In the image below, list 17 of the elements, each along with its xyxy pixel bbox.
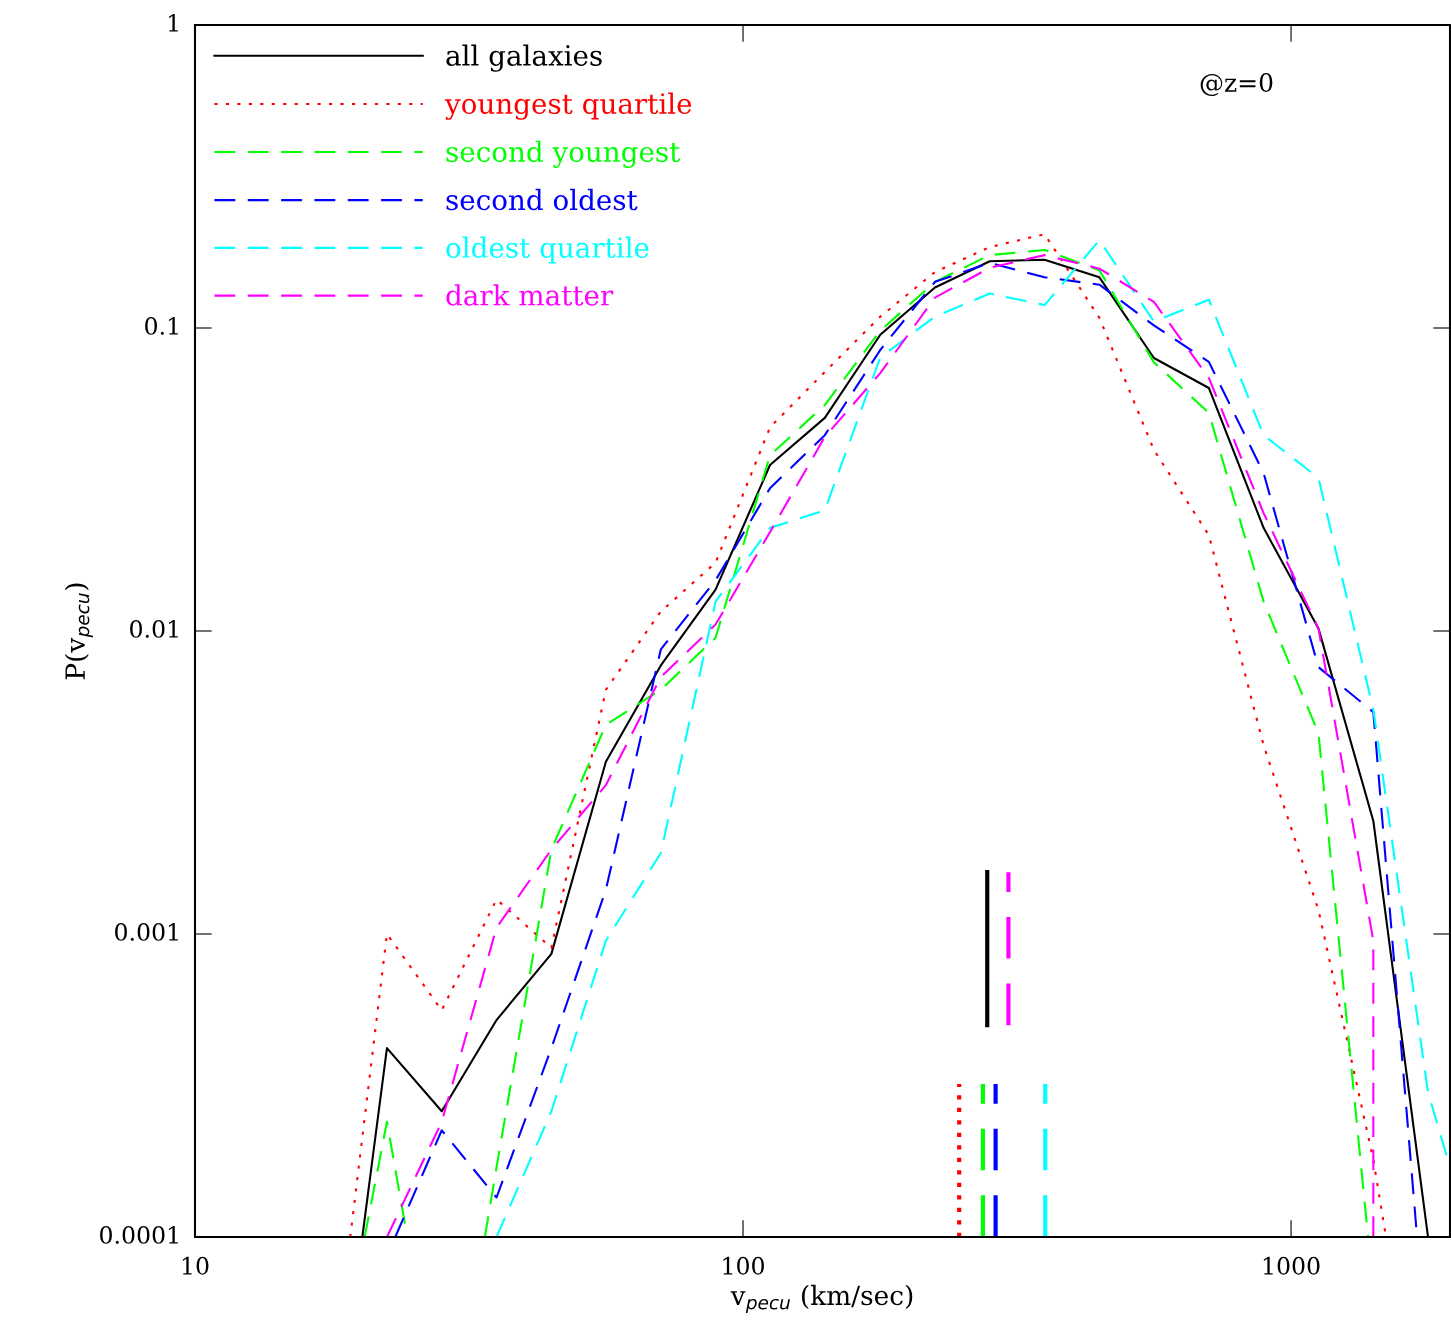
text: second oldest	[446, 188, 638, 211]
text: second youngest	[446, 140, 681, 168]
y-axis-title: P(v$_{pecu}$)	[64, 583, 93, 680]
y-tick-label: 0.0001	[100, 1225, 178, 1244]
y-tick-label: 0.01	[130, 619, 178, 638]
text: dark matter	[446, 284, 614, 306]
text: youngest quartile	[444, 92, 692, 120]
x-tick-label: 10	[182, 1256, 209, 1275]
y-tick-label: 1	[168, 13, 178, 32]
x-tick-label: 100	[723, 1256, 764, 1275]
y-tick-label: 0.001	[115, 922, 178, 941]
text: all galaxies	[446, 44, 602, 72]
y-tick-label: 0.1	[145, 316, 178, 335]
text: oldest quartile	[446, 236, 649, 264]
x-axis-title: v$_{pecu}$ (km/sec)	[730, 1284, 913, 1314]
annotation: @z=0	[1200, 73, 1273, 97]
x-tick-label: 1000	[1263, 1256, 1320, 1275]
